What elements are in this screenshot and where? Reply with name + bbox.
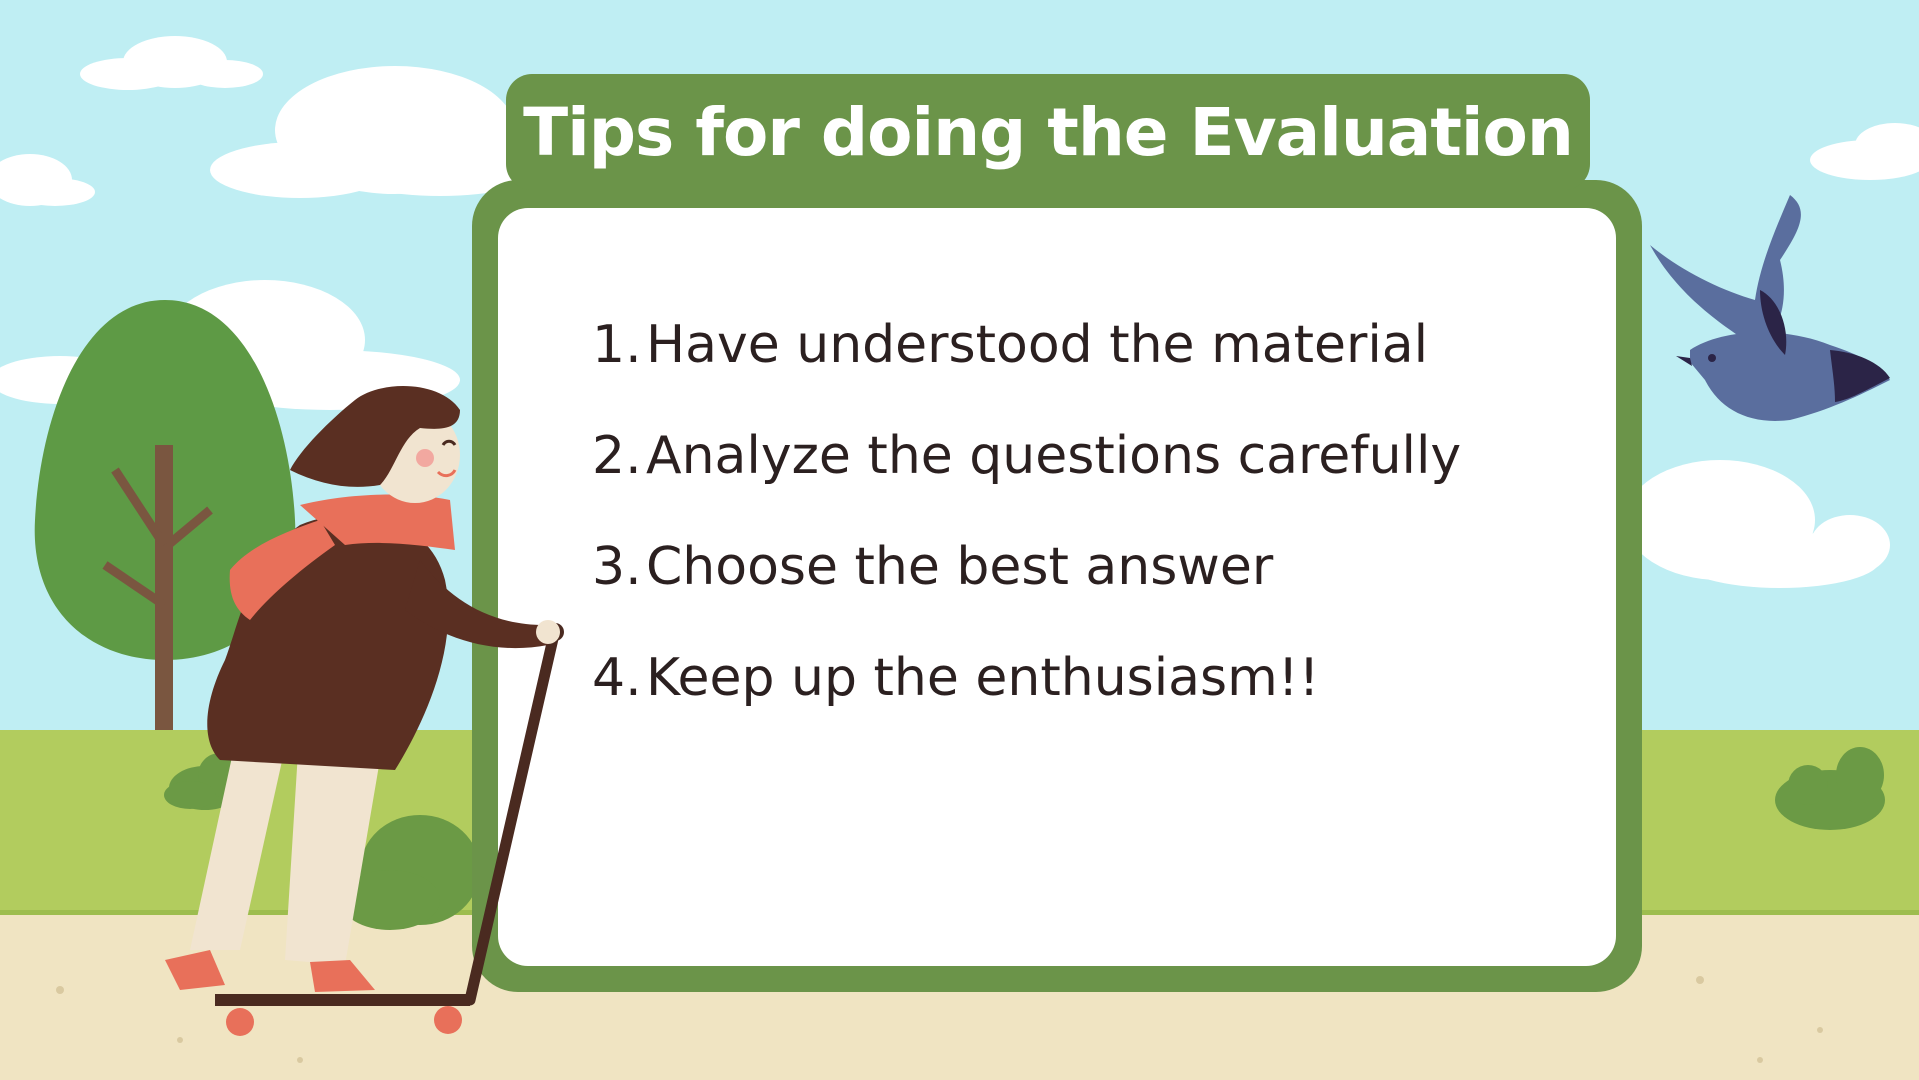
- tip-number: 1.: [592, 315, 642, 375]
- card-content-area: [498, 208, 1616, 966]
- bush-icon: [1775, 747, 1885, 830]
- title-banner: Tips for doing the Evaluation: [506, 74, 1590, 190]
- slide-title: Tips for doing the Evaluation: [523, 93, 1574, 171]
- list-item: 2. Analyze the questions carefully: [592, 426, 1461, 537]
- bird-icon: [1650, 195, 1890, 421]
- cloud-icon: [80, 36, 263, 90]
- tip-text: Keep up the enthusiasm!!: [646, 648, 1320, 708]
- cloud-icon: [210, 66, 540, 198]
- cloud-icon: [0, 154, 95, 206]
- cloud-icon: [1810, 123, 1919, 180]
- cloud-icon: [1625, 460, 1890, 588]
- tip-number: 4.: [592, 648, 642, 708]
- tips-list: 1. Have understood the material 2. Analy…: [592, 315, 1461, 759]
- tip-number: 2.: [592, 426, 642, 486]
- list-item: 3. Choose the best answer: [592, 537, 1461, 648]
- list-item: 4. Keep up the enthusiasm!!: [592, 648, 1461, 759]
- tip-number: 3.: [592, 537, 642, 597]
- tip-text: Analyze the questions carefully: [646, 426, 1462, 486]
- tip-text: Have understood the material: [646, 315, 1429, 375]
- tip-text: Choose the best answer: [646, 537, 1274, 597]
- list-item: 1. Have understood the material: [592, 315, 1461, 426]
